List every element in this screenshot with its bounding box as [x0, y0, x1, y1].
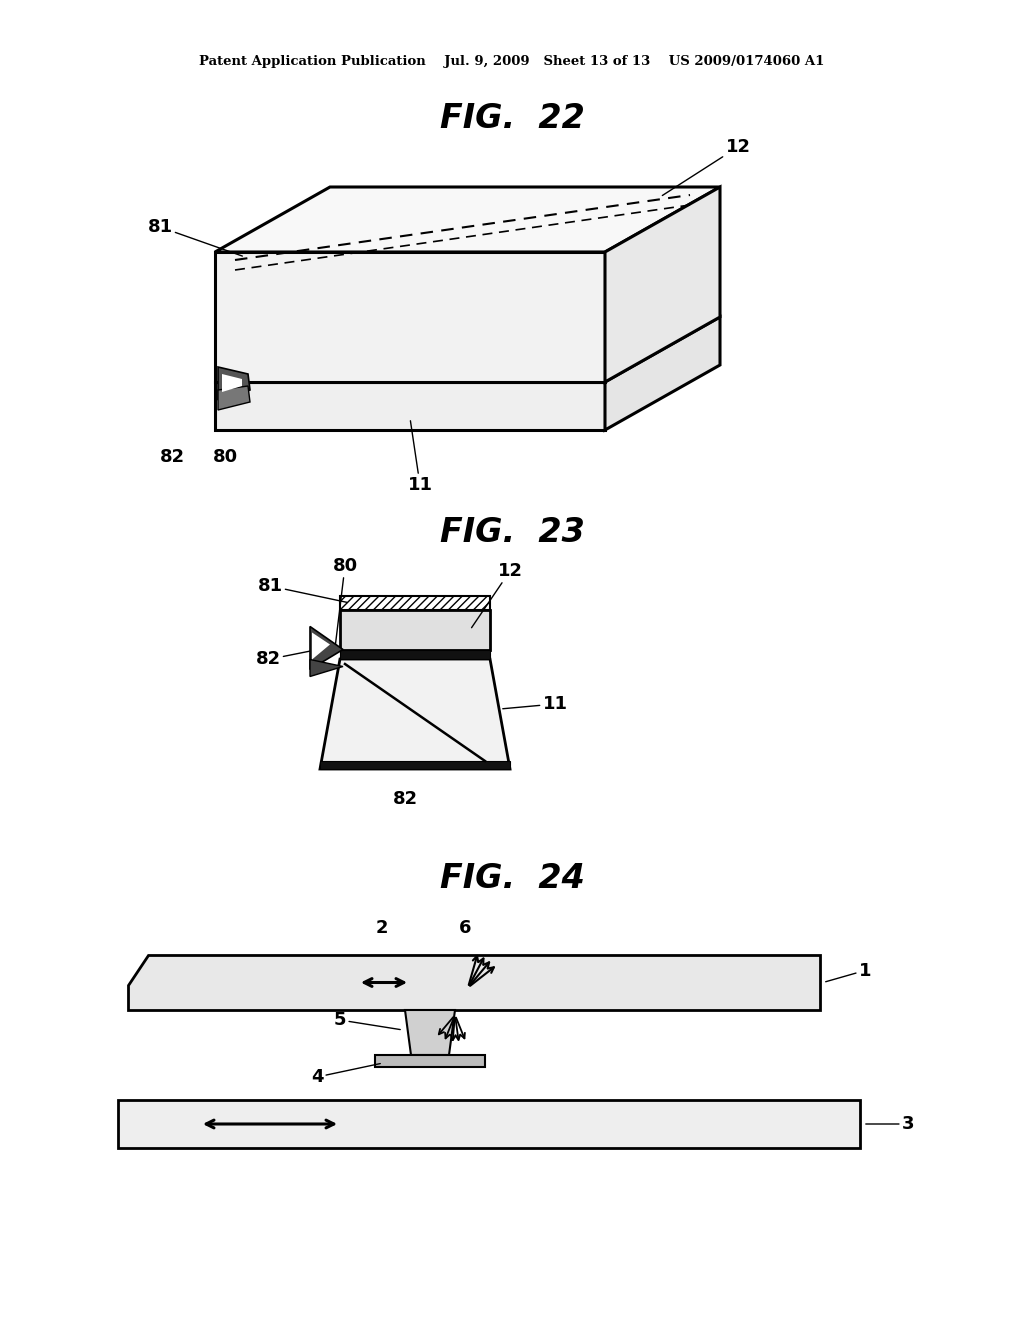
Text: 2: 2	[376, 919, 388, 937]
Text: 12: 12	[472, 562, 522, 628]
Text: 4: 4	[310, 1064, 380, 1086]
Polygon shape	[222, 374, 242, 392]
Text: 11: 11	[503, 696, 567, 713]
Polygon shape	[319, 762, 510, 770]
Polygon shape	[605, 317, 720, 430]
Text: 6: 6	[459, 919, 471, 937]
Text: 80: 80	[333, 557, 357, 645]
Polygon shape	[310, 660, 343, 676]
Text: 3: 3	[865, 1115, 914, 1133]
Polygon shape	[375, 1055, 485, 1067]
Text: 11: 11	[408, 421, 432, 494]
Polygon shape	[310, 627, 343, 669]
Text: 81: 81	[257, 577, 347, 602]
Polygon shape	[406, 1010, 455, 1055]
Polygon shape	[215, 187, 720, 252]
Text: 1: 1	[825, 961, 871, 982]
Text: 82: 82	[255, 649, 315, 668]
Polygon shape	[215, 381, 605, 430]
Polygon shape	[312, 632, 330, 660]
Polygon shape	[218, 367, 250, 400]
Polygon shape	[605, 187, 720, 381]
Polygon shape	[340, 597, 490, 610]
Polygon shape	[118, 1100, 860, 1148]
Polygon shape	[215, 252, 605, 381]
Text: 80: 80	[212, 447, 238, 466]
Polygon shape	[218, 385, 250, 411]
Polygon shape	[215, 317, 720, 381]
Text: 81: 81	[147, 218, 243, 256]
Text: 12: 12	[663, 139, 751, 195]
Text: FIG.  22: FIG. 22	[439, 102, 585, 135]
Polygon shape	[319, 659, 510, 770]
Polygon shape	[128, 954, 820, 1010]
Text: FIG.  24: FIG. 24	[439, 862, 585, 895]
Text: 82: 82	[160, 447, 184, 466]
Text: Patent Application Publication    Jul. 9, 2009   Sheet 13 of 13    US 2009/01740: Patent Application Publication Jul. 9, 2…	[200, 55, 824, 69]
Text: FIG.  23: FIG. 23	[439, 516, 585, 549]
Polygon shape	[340, 649, 490, 659]
Text: 5: 5	[334, 1011, 400, 1030]
Text: 82: 82	[392, 789, 418, 808]
Polygon shape	[340, 610, 490, 649]
